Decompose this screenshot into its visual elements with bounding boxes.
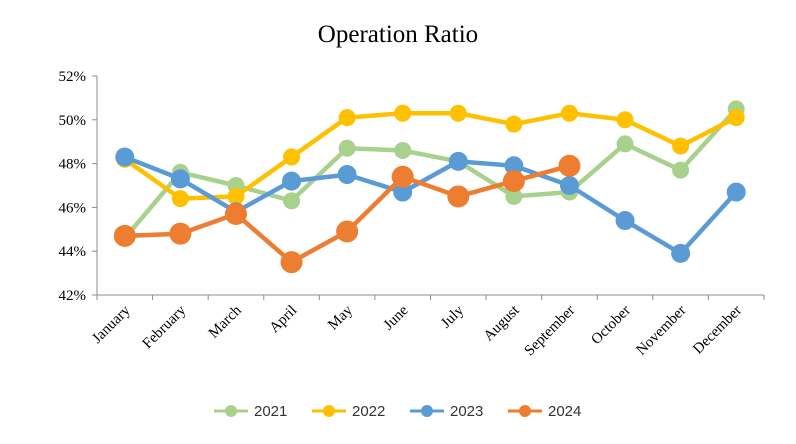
- data-point-2023: [448, 151, 468, 171]
- y-tick-label: 52%: [59, 69, 87, 85]
- x-tick-label: March: [206, 302, 245, 341]
- data-point-2024: [224, 202, 247, 225]
- series-line-2021: [122, 106, 739, 241]
- data-point-2022: [672, 137, 690, 155]
- data-point-2024: [113, 224, 136, 247]
- data-point-2022: [616, 111, 634, 129]
- data-point-2023: [615, 211, 635, 231]
- legend-swatch-marker: [519, 405, 531, 417]
- y-tick-label: 42%: [59, 288, 87, 304]
- legend-item-2021: 2021: [214, 403, 287, 420]
- legend-label: 2022: [352, 403, 385, 420]
- series-line-2023: [122, 154, 739, 256]
- data-point-2024: [447, 185, 470, 208]
- series-layer: [113, 100, 746, 274]
- legend: 2021 2022 2023 2024: [214, 403, 581, 420]
- chart-title: Operation Ratio: [318, 21, 478, 48]
- series-line-2022: [122, 110, 739, 201]
- x-tick-label: November: [633, 303, 689, 359]
- legend-label: 2023: [450, 403, 483, 420]
- x-tick-label: June: [381, 302, 412, 333]
- data-point-2022: [394, 104, 412, 122]
- data-point-2022: [505, 115, 523, 133]
- x-tick-label: May: [325, 302, 356, 333]
- data-point-2023: [726, 182, 746, 202]
- legend-swatch-marker: [225, 405, 237, 417]
- data-point-2022: [227, 187, 245, 205]
- data-point-2024: [336, 220, 359, 243]
- legend-label: 2024: [548, 403, 581, 420]
- data-point-2023: [504, 156, 524, 176]
- data-point-2021: [283, 192, 301, 210]
- data-point-2024: [169, 222, 192, 245]
- data-point-2022: [171, 190, 189, 208]
- x-tick-label: August: [481, 302, 524, 345]
- y-tick-label: 50%: [59, 113, 87, 129]
- data-point-2024: [502, 170, 525, 193]
- series-2024: [113, 154, 581, 274]
- data-point-2021: [505, 187, 523, 205]
- x-tick-label: January: [89, 302, 134, 347]
- data-point-2022: [560, 104, 578, 122]
- series-2022: [116, 104, 745, 208]
- y-tick-label: 44%: [59, 244, 87, 260]
- data-point-2021: [616, 135, 634, 153]
- y-tick-label: 48%: [59, 157, 87, 173]
- data-point-2022: [283, 148, 301, 166]
- data-point-2023: [337, 165, 357, 185]
- data-point-2023: [170, 169, 190, 189]
- legend-item-2023: 2023: [410, 403, 483, 420]
- data-point-2023: [393, 182, 413, 202]
- legend-swatch-marker: [323, 405, 335, 417]
- series-2023: [115, 147, 746, 263]
- data-point-2024: [391, 165, 414, 188]
- data-point-2024: [558, 154, 581, 177]
- data-point-2022: [727, 109, 745, 127]
- x-tick-label: April: [267, 303, 301, 337]
- legend-item-2022: 2022: [312, 403, 385, 420]
- x-tick-label: February: [140, 302, 190, 352]
- data-point-2021: [338, 139, 356, 157]
- data-point-2023: [559, 176, 579, 195]
- data-point-2023: [115, 147, 135, 167]
- x-tick-label: July: [438, 302, 467, 331]
- legend-label: 2021: [254, 403, 287, 420]
- legend-swatch-marker: [421, 405, 433, 417]
- x-tick-label: October: [588, 303, 633, 348]
- x-tick-label: September: [522, 303, 579, 360]
- data-point-2021: [672, 161, 690, 179]
- y-tick-label: 46%: [59, 200, 87, 216]
- data-point-2021: [394, 141, 412, 159]
- data-point-2024: [280, 251, 303, 274]
- legend-item-2024: 2024: [508, 403, 581, 420]
- data-point-2023: [671, 243, 691, 263]
- x-tick-label: December: [690, 303, 745, 358]
- data-point-2022: [338, 109, 356, 127]
- data-point-2023: [282, 171, 302, 191]
- data-point-2022: [449, 104, 467, 122]
